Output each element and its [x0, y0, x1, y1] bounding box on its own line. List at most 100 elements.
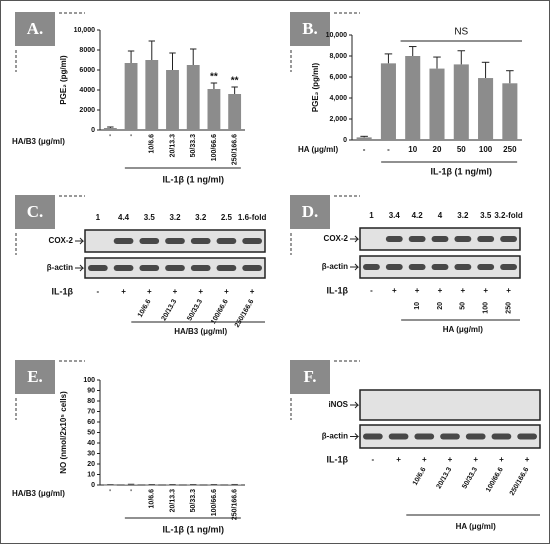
blot-band — [454, 236, 472, 242]
dose-group-label: HA (μg/ml) — [443, 325, 483, 334]
x-tick-label: 100/66.6 — [211, 134, 218, 161]
x-tick-label: 20 — [433, 145, 442, 154]
fold-label: 4.2 — [412, 211, 424, 220]
row-label: β-actin — [322, 262, 348, 271]
bar — [356, 137, 372, 140]
row-label: β-actin — [47, 263, 73, 272]
group-label: HA/B3 (μg/ml) — [12, 137, 65, 146]
bar — [478, 78, 494, 140]
blot-band — [440, 433, 460, 440]
bar — [186, 65, 200, 130]
y-tick-label: 8000 — [79, 47, 95, 54]
dose-label: 20 — [437, 302, 444, 310]
fold-label: 3.2-fold — [494, 211, 523, 220]
bar — [380, 63, 396, 140]
blot-band — [491, 433, 512, 440]
blot-band — [242, 265, 262, 271]
row-arrow — [75, 264, 85, 272]
x-tick-label: 10/6.6 — [149, 489, 156, 509]
y-tick-label: 8,000 — [329, 53, 347, 60]
blot-band — [477, 236, 495, 242]
x-axis-label: IL-1β (1 ng/ml) — [431, 166, 493, 176]
blot-band — [113, 238, 134, 244]
blot-band — [517, 433, 537, 440]
y-tick-label: 0 — [91, 482, 95, 489]
fold-label: 1.6-fold — [238, 213, 267, 222]
annotation: ** — [210, 72, 218, 83]
fold-label: 3.5 — [480, 211, 492, 220]
bar — [207, 484, 221, 486]
y-tick-label: 20 — [87, 461, 95, 468]
y-tick-label: 10,000 — [326, 32, 348, 39]
panel-label: F. — [303, 367, 316, 386]
blot-band — [88, 265, 108, 271]
blot-band — [408, 264, 426, 270]
bar — [103, 128, 117, 130]
treatment-label: IL-1β — [327, 285, 349, 295]
fold-label: 1 — [96, 213, 101, 222]
treatment-sign: + — [250, 287, 255, 296]
blot-band — [500, 236, 517, 242]
x-tick-label: 100/66.6 — [211, 489, 218, 516]
x-tick-label: - — [363, 145, 366, 154]
treatment-label: IL-1β — [327, 454, 349, 464]
bar — [166, 70, 179, 130]
x-axis-label: IL-1β (1 ng/ml) — [162, 174, 224, 184]
dose-label: 250 — [505, 302, 512, 314]
blot-band — [465, 433, 486, 440]
treatment-sign: + — [473, 455, 478, 464]
bar — [228, 484, 242, 486]
blot-band — [414, 433, 435, 440]
blot-membrane — [359, 389, 541, 421]
y-tick-label: 90 — [87, 387, 95, 394]
fold-label: 3.4 — [389, 211, 401, 220]
y-tick-label: 4,000 — [329, 95, 347, 102]
panel-label: E. — [27, 367, 43, 386]
bar — [145, 484, 159, 486]
x-tick-label: 50 — [457, 145, 466, 154]
bar — [166, 484, 179, 486]
bar — [502, 83, 518, 140]
y-tick-label: 10 — [87, 471, 95, 478]
panel-label-box — [290, 360, 330, 394]
group-label: HA (μg/ml) — [298, 145, 338, 154]
x-axis-label: IL-1β (1 ng/ml) — [162, 524, 224, 534]
treatment-sign: + — [173, 287, 178, 296]
y-tick-label: 2000 — [79, 107, 95, 114]
y-tick-label: 0 — [91, 127, 95, 134]
row-arrow — [75, 237, 85, 245]
treatment-sign: + — [461, 286, 466, 295]
x-tick-label: 250/166.6 — [231, 134, 238, 165]
fold-label: 1 — [369, 211, 374, 220]
treatment-sign: + — [198, 287, 203, 296]
y-tick-label: 40 — [87, 440, 95, 447]
y-tick-label: 4000 — [79, 87, 95, 94]
row-arrow — [350, 433, 360, 440]
blot-band — [408, 236, 426, 242]
fold-label: 4 — [438, 211, 443, 220]
y-tick-label: 2,000 — [329, 116, 347, 123]
x-tick-label: - — [128, 488, 135, 491]
row-arrow — [350, 263, 360, 271]
treatment-sign: + — [224, 287, 229, 296]
x-tick-label: 10/6.6 — [149, 134, 156, 154]
treatment-label: IL-1β — [52, 286, 74, 296]
y-tick-label: 0 — [343, 137, 347, 144]
dose-label: 50 — [460, 302, 467, 310]
treatment-sign: + — [506, 286, 511, 295]
x-tick-label: 20/13.3 — [169, 134, 176, 157]
blot-band — [363, 264, 380, 270]
annotation: NS — [454, 27, 468, 38]
blot-band — [431, 264, 449, 270]
y-tick-label: 70 — [87, 408, 95, 415]
blot-band — [242, 238, 262, 244]
fold-label: 2.5 — [221, 213, 233, 222]
bar — [103, 484, 117, 486]
fold-label: 4.4 — [118, 213, 130, 222]
panel-label-box — [290, 12, 330, 46]
group-label: HA/B3 (μg/ml) — [12, 489, 65, 498]
blot-band — [190, 265, 211, 271]
panel-label-box — [15, 195, 55, 229]
annotation: ** — [231, 76, 239, 87]
